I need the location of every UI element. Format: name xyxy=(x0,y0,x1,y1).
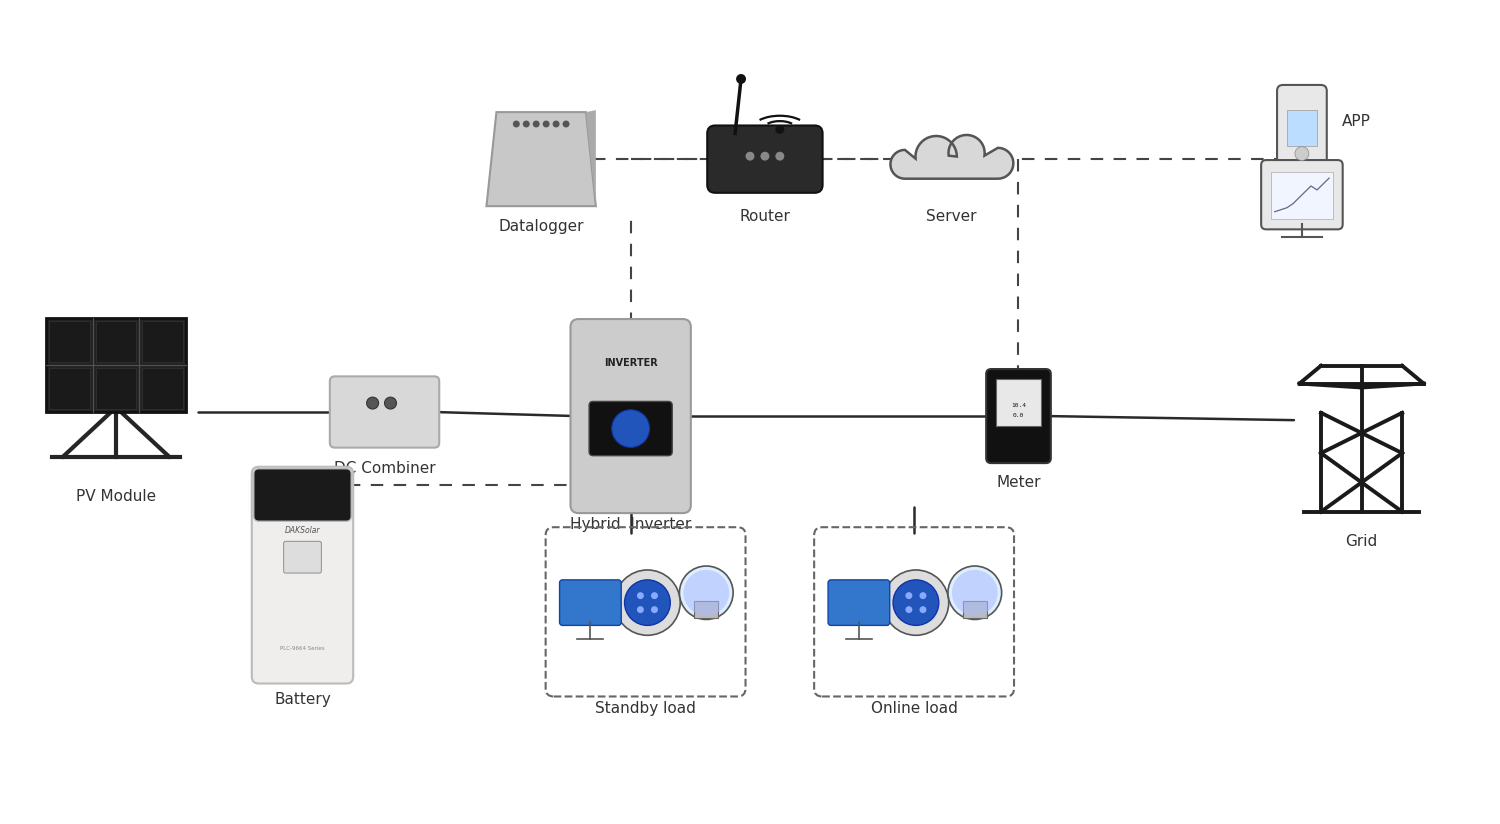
FancyBboxPatch shape xyxy=(96,321,136,362)
Text: PV Module: PV Module xyxy=(76,489,156,504)
FancyBboxPatch shape xyxy=(986,369,1052,463)
Text: 10.4: 10.4 xyxy=(1011,403,1026,408)
Circle shape xyxy=(906,592,912,599)
Circle shape xyxy=(366,397,378,409)
FancyBboxPatch shape xyxy=(1262,160,1342,229)
Circle shape xyxy=(684,570,729,616)
Text: Standby load: Standby load xyxy=(596,701,696,716)
Text: Router: Router xyxy=(740,208,790,223)
FancyBboxPatch shape xyxy=(560,580,621,625)
Text: DAKSolar: DAKSolar xyxy=(285,526,320,535)
FancyBboxPatch shape xyxy=(254,469,351,522)
FancyBboxPatch shape xyxy=(694,601,718,619)
FancyBboxPatch shape xyxy=(330,377,440,447)
Polygon shape xyxy=(586,110,596,206)
Circle shape xyxy=(1294,147,1310,161)
Circle shape xyxy=(638,606,644,613)
Text: Grid: Grid xyxy=(1346,534,1377,549)
Circle shape xyxy=(948,566,1002,620)
FancyBboxPatch shape xyxy=(252,466,352,684)
Text: INVERTER: INVERTER xyxy=(604,358,657,368)
FancyBboxPatch shape xyxy=(590,401,672,456)
Text: Server: Server xyxy=(926,208,976,223)
Text: Meter: Meter xyxy=(996,475,1041,490)
Text: Battery: Battery xyxy=(274,692,332,707)
Circle shape xyxy=(552,120,560,128)
FancyBboxPatch shape xyxy=(284,541,321,573)
Polygon shape xyxy=(486,112,596,206)
Circle shape xyxy=(612,410,650,447)
Circle shape xyxy=(532,120,540,128)
Text: APP: APP xyxy=(1342,114,1371,129)
FancyBboxPatch shape xyxy=(50,368,90,409)
Text: Online load: Online load xyxy=(870,701,957,716)
Circle shape xyxy=(760,152,770,161)
Circle shape xyxy=(651,592,658,599)
Circle shape xyxy=(384,397,396,409)
FancyBboxPatch shape xyxy=(706,125,822,193)
FancyBboxPatch shape xyxy=(96,368,136,409)
Circle shape xyxy=(884,570,948,635)
Circle shape xyxy=(651,606,658,613)
Circle shape xyxy=(746,152,754,161)
Text: Datalogger: Datalogger xyxy=(498,218,584,233)
Circle shape xyxy=(920,606,927,613)
Circle shape xyxy=(776,152,784,161)
Circle shape xyxy=(892,580,939,625)
FancyBboxPatch shape xyxy=(1270,172,1334,219)
Text: PLC-9664 Series: PLC-9664 Series xyxy=(280,646,326,651)
Circle shape xyxy=(638,592,644,599)
Circle shape xyxy=(624,580,670,625)
Circle shape xyxy=(736,74,746,84)
FancyBboxPatch shape xyxy=(1276,85,1328,168)
FancyBboxPatch shape xyxy=(996,379,1041,427)
FancyBboxPatch shape xyxy=(142,321,183,362)
Circle shape xyxy=(513,120,520,128)
Polygon shape xyxy=(46,318,186,412)
Circle shape xyxy=(562,120,570,128)
Text: 0.0: 0.0 xyxy=(1013,413,1025,418)
FancyBboxPatch shape xyxy=(963,601,987,619)
Circle shape xyxy=(776,125,784,134)
FancyBboxPatch shape xyxy=(1287,110,1317,146)
FancyBboxPatch shape xyxy=(50,321,90,362)
Circle shape xyxy=(543,120,549,128)
Text: Hybrid  Inverter: Hybrid Inverter xyxy=(570,517,692,532)
Text: DC Combiner: DC Combiner xyxy=(333,461,435,476)
Circle shape xyxy=(920,592,927,599)
FancyBboxPatch shape xyxy=(828,580,890,625)
FancyBboxPatch shape xyxy=(570,319,692,513)
FancyBboxPatch shape xyxy=(142,368,183,409)
Polygon shape xyxy=(891,135,1014,179)
Circle shape xyxy=(906,606,912,613)
Circle shape xyxy=(615,570,680,635)
Circle shape xyxy=(524,120,530,128)
Circle shape xyxy=(680,566,734,620)
Circle shape xyxy=(952,570,998,616)
